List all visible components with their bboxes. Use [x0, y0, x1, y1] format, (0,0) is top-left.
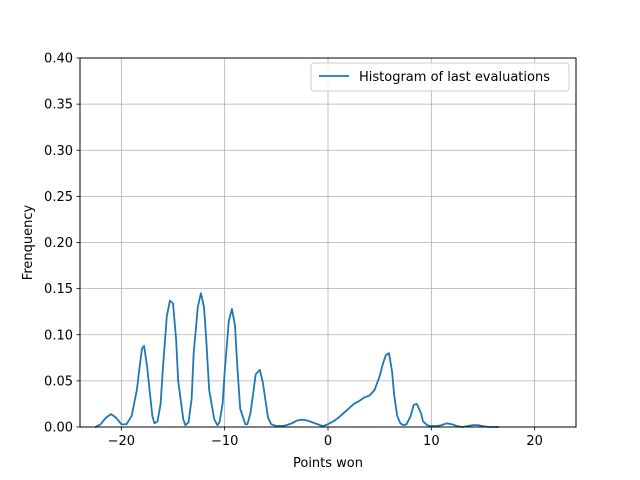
series-line: [94, 292, 500, 428]
legend-box: [310, 62, 570, 92]
legend-label: Histogram of last evaluations: [359, 70, 550, 85]
x-tick-label: 0: [324, 434, 332, 449]
y-tick-label: 0.20: [44, 236, 73, 251]
y-tick-label: 0.10: [44, 328, 73, 343]
y-tick-label: 0.30: [44, 144, 73, 159]
x-tick-label: −20: [108, 434, 135, 449]
y-tick-label: 0.25: [44, 190, 73, 205]
x-axis-ticks: −20 −10 0 10 20: [108, 427, 543, 449]
x-axis-label: Points won: [293, 456, 363, 471]
legend: Histogram of last evaluations: [310, 62, 570, 92]
x-tick-label: 10: [423, 434, 440, 449]
x-tick-label: 20: [526, 434, 543, 449]
y-tick-label: 0.00: [44, 421, 73, 436]
y-tick-label: 0.35: [44, 98, 73, 113]
y-tick-label: 0.15: [44, 282, 73, 297]
y-axis-ticks: 0.00 0.05 0.10 0.15 0.20 0.25 0.30 0.35 0.40: [44, 52, 80, 436]
y-axis-label: Frenquency: [21, 204, 36, 280]
series-layer: [94, 292, 500, 428]
y-tick-label: 0.05: [44, 374, 73, 389]
x-tick-label: −10: [211, 434, 238, 449]
y-tick-label: 0.40: [44, 52, 73, 67]
